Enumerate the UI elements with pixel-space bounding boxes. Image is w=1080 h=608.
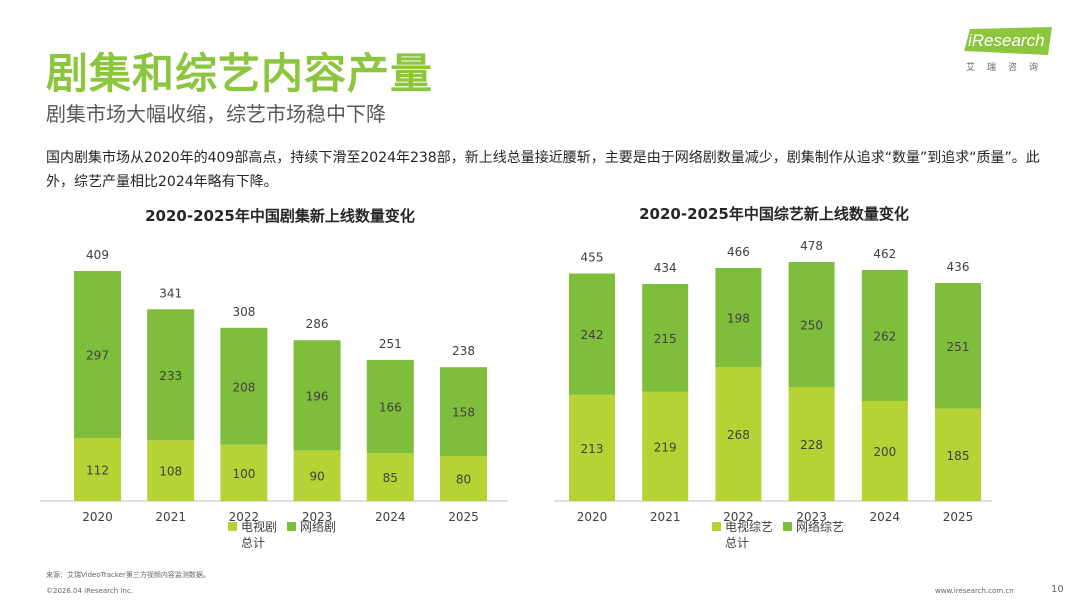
variety-bar-web-2022 [715, 268, 762, 367]
slide-subtitle: 剧集市场大幅收缩，综艺市场稳中下降 [46, 102, 386, 126]
variety-bar-tv-2021 [642, 391, 689, 501]
drama-bar-label-tv-2020: 112 [86, 464, 109, 478]
drama-bar-web-2022 [220, 327, 268, 445]
variety-total-label-2022: 466 [727, 245, 750, 259]
drama-bar-label-web-2024: 166 [379, 401, 402, 415]
variety-x-tick-2021: 2021 [650, 510, 681, 524]
drama-bar-label-tv-2021: 108 [159, 465, 182, 479]
drama-bar-label-web-2022: 208 [232, 380, 255, 394]
variety-bar-label-web-2025: 251 [947, 340, 970, 354]
variety-x-tick-2023: 2023 [796, 510, 827, 524]
drama-bar-tv-2023 [293, 450, 341, 501]
drama-bar-web-2023 [293, 340, 341, 451]
variety-bar-tv-2023 [788, 387, 835, 501]
logo-cn-text: 艾瑞咨询 [966, 63, 1051, 73]
variety-legend-label-0: 电视综艺 [725, 519, 773, 534]
variety-x-tick-2022: 2022 [723, 510, 754, 524]
variety-chart-svg: 213 242 455 2020 219 215 434 2021 268 198 466 2022 2… [554, 239, 992, 550]
variety-total-label-2021: 434 [654, 261, 677, 275]
drama-bar-tv-2024 [366, 453, 414, 501]
iresearch-logo: iResearch 艾瑞咨询 [964, 27, 1056, 77]
drama-bar-label-tv-2025: 80 [456, 473, 471, 487]
drama-total-label-2020: 409 [86, 248, 109, 262]
variety-bar-web-2023 [788, 262, 835, 387]
variety-bar-web-2020 [569, 273, 615, 395]
variety-bar-web-2025 [935, 283, 981, 409]
variety-bar-tv-2022 [715, 367, 762, 501]
drama-x-tick-2020: 2020 [82, 510, 113, 524]
drama-bar-tv-2021 [147, 440, 195, 501]
variety-bar-label-web-2024: 262 [873, 330, 896, 344]
variety-x-tick-2020: 2020 [577, 510, 608, 524]
slide-title: 剧集和综艺内容产量 [46, 49, 434, 98]
logo-badge-icon [964, 27, 1052, 55]
page-number: 10 [1051, 584, 1064, 595]
drama-bar-web-2021 [147, 309, 195, 441]
variety-bar-label-tv-2021: 219 [654, 440, 677, 454]
drama-bar-tv-2025 [440, 456, 487, 501]
drama-x-tick-2021: 2021 [155, 510, 186, 524]
footer-url[interactable]: www.iresearch.com.cn [935, 587, 1014, 595]
drama-bar-label-web-2023: 196 [306, 389, 329, 403]
variety-bar-tv-2024 [861, 401, 908, 501]
drama-chart: 2020-2025年中国剧集新上线数量变化 112 297 409 2020 108 23… [40, 205, 520, 560]
drama-bar-web-2024 [366, 359, 414, 454]
variety-bar-label-tv-2025: 185 [947, 449, 970, 463]
drama-x-tick-2025: 2025 [448, 510, 479, 524]
drama-bar-tv-2020 [74, 438, 121, 501]
variety-bar-label-tv-2020: 213 [581, 442, 604, 456]
variety-bar-label-tv-2023: 228 [800, 438, 823, 452]
variety-bar-label-web-2021: 215 [654, 332, 677, 346]
variety-bar-tv-2025 [935, 408, 981, 501]
drama-bar-label-web-2021: 233 [159, 369, 182, 383]
drama-legend-swatch-1 [287, 522, 296, 531]
variety-legend-swatch-0 [712, 522, 721, 531]
drama-total-label-2022: 308 [232, 305, 255, 319]
drama-legend-label-0: 电视剧 [241, 519, 277, 534]
footer-copyright: ©2026.04 iResearch Inc. [46, 587, 134, 595]
drama-x-tick-2024: 2024 [375, 510, 406, 524]
drama-bar-label-tv-2024: 85 [383, 471, 398, 485]
drama-total-label-2025: 238 [452, 344, 475, 358]
drama-legend-label-1: 网络剧 [300, 519, 336, 534]
variety-x-tick-2024: 2024 [870, 510, 901, 524]
logo-text: iResearch [968, 31, 1045, 50]
drama-legend-swatch-0 [228, 522, 237, 531]
drama-bar-web-2020 [74, 271, 121, 439]
variety-chart: 2020-2025年中国综艺新上线数量变化 213 242 455 2020 219 21… [554, 205, 994, 560]
variety-bar-label-tv-2024: 200 [873, 445, 896, 459]
variety-bar-web-2021 [642, 284, 689, 392]
drama-bar-web-2025 [440, 367, 487, 457]
variety-bar-label-web-2020: 242 [581, 328, 604, 342]
drama-total-label-2024: 251 [379, 337, 402, 351]
variety-chart-title: 2020-2025年中国综艺新上线数量变化 [639, 205, 909, 223]
variety-legend-label-1: 网络综艺 [796, 519, 844, 534]
drama-chart-title: 2020-2025年中国剧集新上线数量变化 [145, 207, 415, 225]
drama-bar-label-tv-2022: 100 [232, 467, 255, 481]
variety-bar-web-2024 [861, 270, 908, 401]
drama-bar-label-tv-2023: 90 [309, 470, 324, 484]
drama-x-tick-2023: 2023 [302, 510, 333, 524]
drama-total-label-2023: 286 [306, 317, 329, 331]
variety-total-label-2020: 455 [581, 251, 604, 265]
footer-source: 来源：艾瑞VideoTracker第三方视频内容监测数据。 [46, 571, 210, 579]
variety-bar-label-web-2023: 250 [800, 319, 823, 333]
variety-bar-tv-2020 [569, 394, 615, 501]
variety-bar-label-tv-2022: 268 [727, 428, 750, 442]
drama-legend-total: 总计 [241, 536, 265, 550]
variety-x-tick-2025: 2025 [943, 510, 974, 524]
variety-legend-total: 总计 [725, 536, 749, 550]
drama-bar-tv-2022 [220, 444, 268, 501]
variety-total-label-2025: 436 [947, 260, 970, 274]
slide-description: 国内剧集市场从2020年的409部高点，持续下滑至2024年238部，新上线总量… [46, 150, 1040, 190]
drama-total-label-2021: 341 [159, 286, 182, 300]
variety-total-label-2024: 462 [873, 247, 896, 261]
drama-bar-label-web-2020: 297 [86, 349, 109, 363]
drama-bar-label-web-2025: 158 [452, 406, 475, 420]
variety-total-label-2023: 478 [800, 239, 823, 253]
variety-legend-swatch-1 [783, 522, 792, 531]
drama-x-tick-2022: 2022 [229, 510, 260, 524]
variety-bar-label-web-2022: 198 [727, 312, 750, 326]
drama-chart-svg: 112 297 409 2020 108 233 341 2021 100 208 308 2022 9… [40, 248, 508, 550]
